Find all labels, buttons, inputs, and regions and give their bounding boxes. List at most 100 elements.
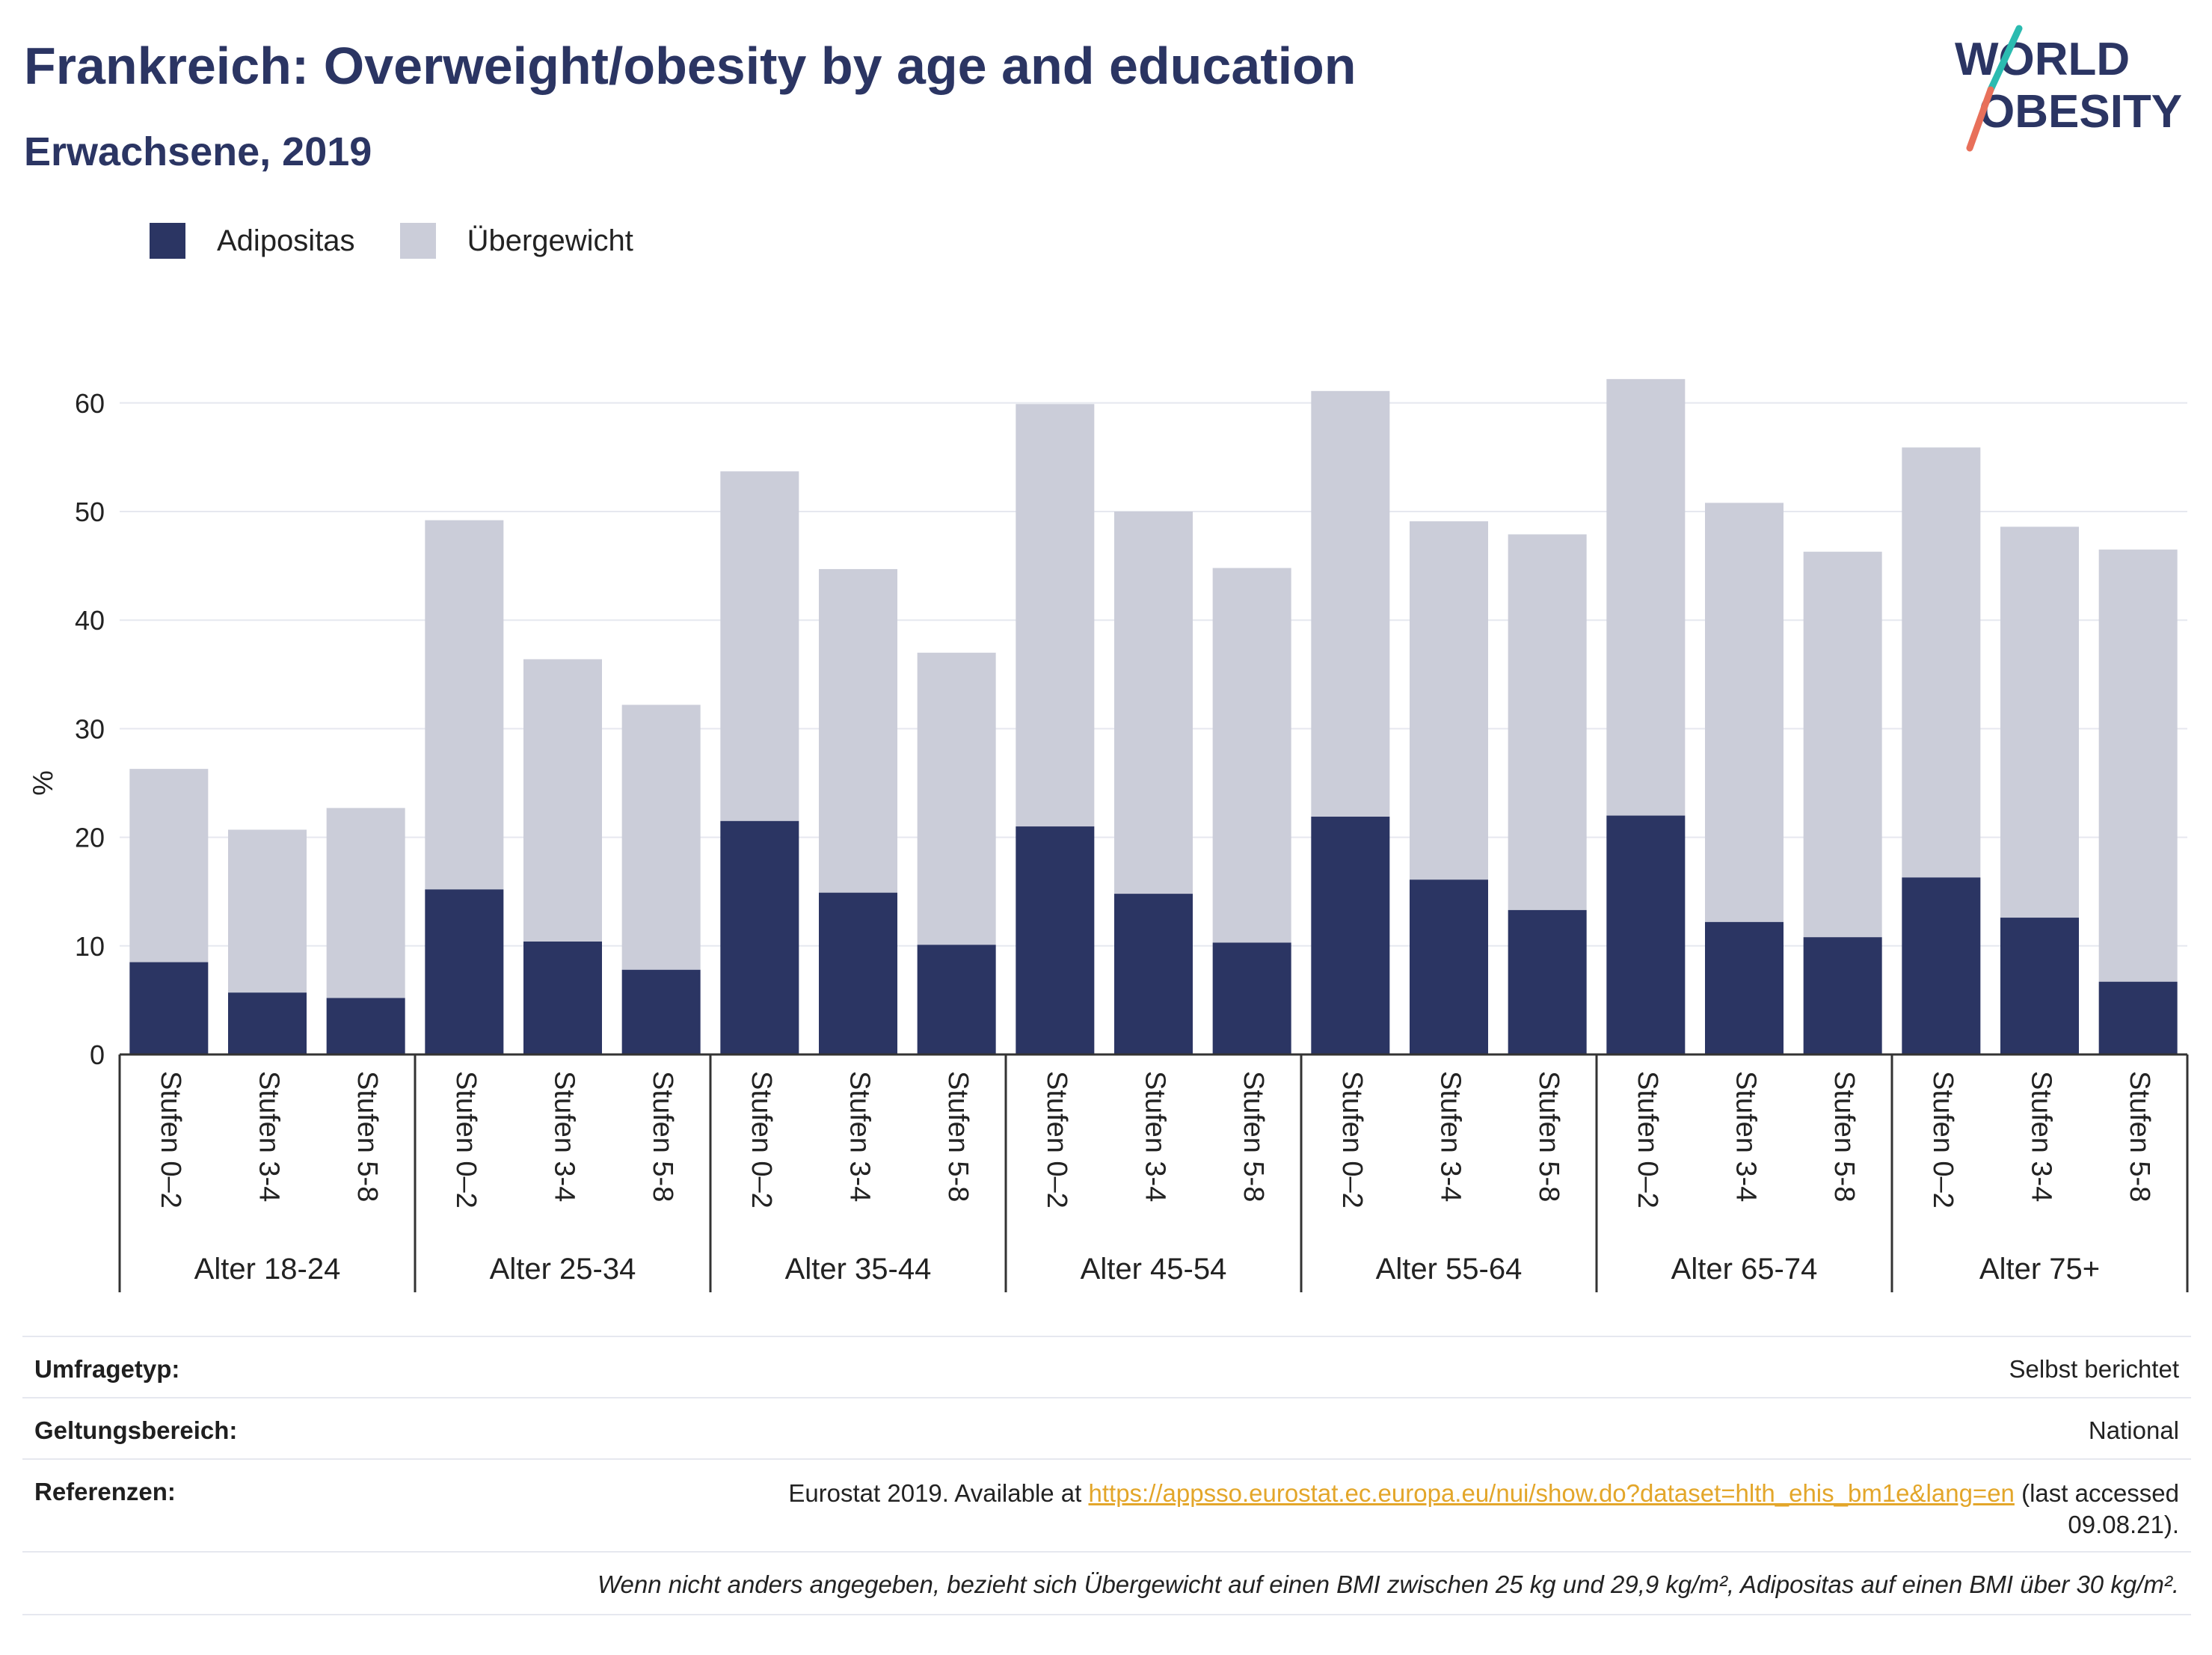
bar-obesity [2098,981,2178,1054]
refs-suffix-1: (last accessed [2014,1479,2179,1507]
bar-obesity [1606,815,1686,1054]
logo-line-2: OBESITY [1979,86,2182,138]
group-label: Alter 35-44 [785,1253,932,1286]
bar-obesity [621,969,701,1054]
x-tick-label: Stufen 5-8 [1533,1071,1564,1202]
y-axis-label: % [28,770,59,796]
bar-obesity [129,962,209,1054]
group-label: Alter 25-34 [490,1253,636,1286]
bar-overweight [1705,503,1784,922]
bar-overweight [1508,534,1587,910]
x-tick-label: Stufen 5-8 [1828,1071,1860,1202]
refs-value: Eurostat 2019. Available at https://apps… [788,1478,2179,1541]
legend-swatch-overweight [399,223,436,259]
bar-obesity [1705,921,1784,1054]
x-tick-label: Stufen 3-4 [1139,1071,1170,1202]
group-label: Alter 65-74 [1671,1253,1818,1286]
logo-slash-red-icon [1966,86,1994,152]
y-tick-label: 50 [75,497,105,527]
refs-link[interactable]: https://appsso.eurostat.ec.europa.eu/nui… [1088,1479,2015,1507]
x-tick-label: Stufen 3-4 [1434,1071,1466,1202]
bar-obesity [1508,909,1587,1054]
bar-overweight [1212,568,1291,943]
bar-overweight [228,829,307,993]
bar-overweight [523,659,602,942]
x-tick-label: Stufen 3-4 [2025,1071,2056,1202]
bar-obesity [1902,877,1981,1054]
bar-obesity [1311,817,1390,1054]
x-tick-label: Stufen 5-8 [351,1071,383,1202]
legend-label-overweight: Übergewicht [467,224,633,257]
footer-row-references: Referenzen: Eurostat 2019. Available at … [22,1458,2191,1553]
chart-title: Frankreich: Overweight/obesity by age an… [24,37,1357,95]
bar-obesity [326,998,405,1054]
bar-overweight [326,808,405,998]
x-tick-label: Stufen 3-4 [844,1071,875,1202]
bar-obesity [1016,826,1095,1054]
x-tick-label: Stufen 0–2 [1927,1071,1958,1209]
x-tick-label: Stufen 5-8 [647,1071,678,1202]
bar-overweight [1016,404,1095,827]
legend: Adipositas Übergewicht [150,218,678,263]
bar-obesity [819,892,897,1054]
y-tick-label: 30 [75,713,105,744]
bar-obesity [425,889,504,1054]
bar-overweight [917,652,996,945]
x-tick-label: Stufen 0–2 [1041,1071,1072,1209]
y-tick-label: 40 [75,605,105,636]
bar-overweight [819,568,897,893]
refs-suffix-2: 09.08.21). [2068,1511,2179,1538]
legend-swatch-obesity [150,223,185,259]
bar-overweight [129,769,209,962]
survey-value: Selbst berichtet [2009,1355,2179,1383]
legend-item-overweight[interactable]: Übergewicht [399,223,633,259]
y-tick-label: 0 [90,1040,105,1070]
x-tick-label: Stufen 0–2 [155,1071,186,1209]
x-tick-label: Stufen 0–2 [450,1071,482,1209]
x-tick-label: Stufen 0–2 [746,1071,777,1209]
scope-label: Geltungsbereich: [34,1416,238,1444]
bar-overweight [1311,390,1390,817]
logo-slash-teal-icon [1987,25,2023,93]
bar-chart: 0 10 20 30 40 50 60% Stufen 0–2 Stufen 3-4 Stufen… [28,378,2189,1292]
refs-label: Referenzen: [34,1478,176,1505]
x-tick-label: Stufen 3-4 [253,1071,284,1202]
group-label: Alter 75+ [1979,1253,2100,1286]
x-tick-label: Stufen 0–2 [1336,1071,1368,1209]
bar-overweight [621,704,701,970]
world-obesity-logo: WORLD OBESITY [1955,25,2182,152]
x-tick-label: Stufen 3-4 [548,1071,580,1202]
footer-row-scope: Geltungsbereich: National [22,1397,2191,1460]
group-label: Alter 55-64 [1376,1253,1523,1286]
group-label: Alter 45-54 [1081,1253,1227,1286]
bar-obesity [2000,918,2079,1054]
bar-obesity [1410,879,1488,1054]
x-tick-label: Stufen 5-8 [942,1071,974,1202]
x-tick-label: Stufen 5-8 [1238,1071,1269,1202]
bar-overweight [425,520,504,890]
bar-overweight [1410,521,1488,880]
survey-label: Umfragetyp: [34,1355,180,1383]
legend-item-obesity[interactable]: Adipositas [150,223,355,259]
bar-obesity [228,992,307,1054]
x-tick-label: Stufen 5-8 [2124,1071,2155,1202]
bar-obesity [523,941,602,1054]
y-tick-label: 10 [75,931,105,962]
footer-row-survey: Umfragetyp: Selbst berichtet [22,1336,2191,1398]
y-tick-label: 20 [75,823,105,853]
bar-obesity [1212,942,1291,1054]
bar-obesity [1803,937,1882,1054]
chart-subtitle: Erwachsene, 2019 [24,129,372,174]
bar-overweight [1114,512,1193,894]
bar-overweight [2098,549,2178,982]
group-label: Alter 18-24 [194,1253,341,1286]
definition-note: Wenn nicht anders angegeben, bezieht sic… [597,1570,2179,1598]
logo-line-1: WORLD [1955,34,2130,85]
bar-obesity [917,945,996,1054]
footer-row-note: Wenn nicht anders angegeben, bezieht sic… [22,1551,2191,1615]
bar-overweight [1606,378,1686,816]
y-tick-label: 60 [75,388,105,419]
bar-overweight [720,471,799,821]
scope-value: National [2088,1416,2179,1444]
legend-label-obesity: Adipositas [217,224,355,257]
